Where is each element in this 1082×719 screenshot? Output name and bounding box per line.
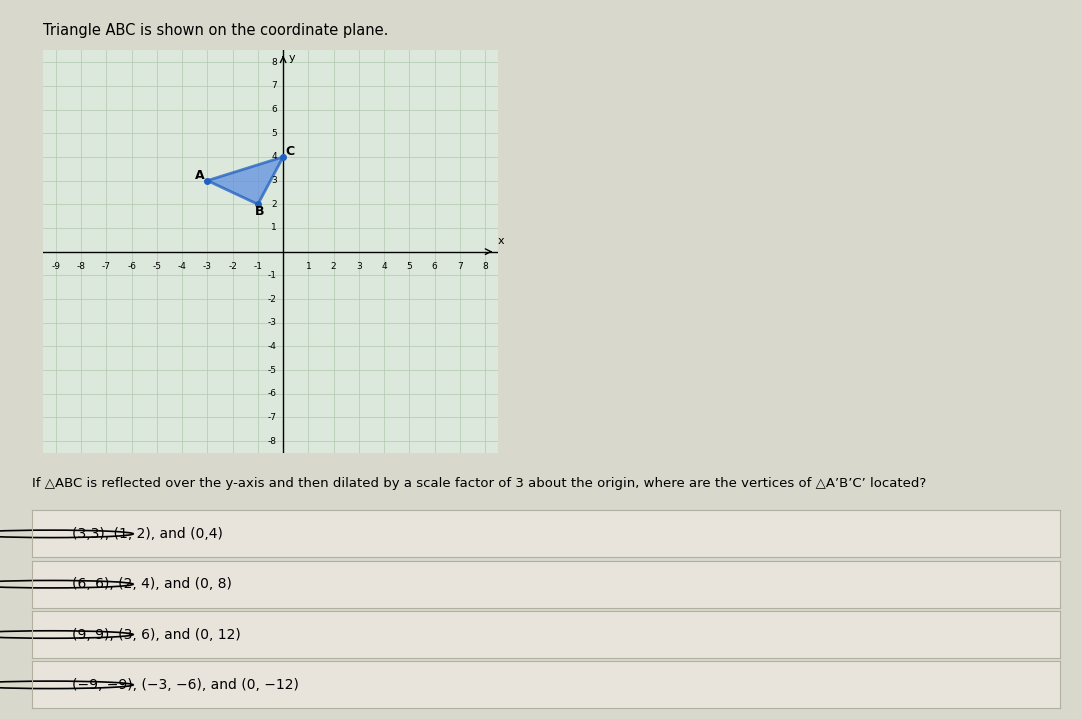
Text: -2: -2 — [268, 295, 277, 303]
Text: Triangle ABC is shown on the coordinate plane.: Triangle ABC is shown on the coordinate … — [43, 23, 388, 38]
Text: 6: 6 — [272, 105, 277, 114]
Text: 8: 8 — [483, 262, 488, 271]
Text: 5: 5 — [407, 262, 412, 271]
Text: -8: -8 — [77, 262, 85, 271]
Text: 2: 2 — [272, 200, 277, 209]
Text: 6: 6 — [432, 262, 437, 271]
Text: 3: 3 — [356, 262, 361, 271]
Text: (−9, −9), (−3, −6), and (0, −12): (−9, −9), (−3, −6), and (0, −12) — [71, 678, 299, 692]
Text: -9: -9 — [52, 262, 61, 271]
Text: -8: -8 — [268, 436, 277, 446]
Text: 1: 1 — [272, 224, 277, 232]
Text: -6: -6 — [128, 262, 136, 271]
Text: -1: -1 — [268, 271, 277, 280]
Text: -4: -4 — [177, 262, 186, 271]
Text: -1: -1 — [253, 262, 262, 271]
Text: (9, 9), (3, 6), and (0, 12): (9, 9), (3, 6), and (0, 12) — [71, 628, 240, 641]
Text: 4: 4 — [272, 152, 277, 161]
Text: 1: 1 — [305, 262, 312, 271]
Text: B: B — [255, 205, 265, 218]
Text: -6: -6 — [268, 389, 277, 398]
Text: If △ABC is reflected over the y-axis and then dilated by a scale factor of 3 abo: If △ABC is reflected over the y-axis and… — [32, 477, 926, 490]
Text: 7: 7 — [457, 262, 463, 271]
Text: -3: -3 — [203, 262, 212, 271]
Text: C: C — [286, 145, 294, 157]
Text: 5: 5 — [272, 129, 277, 138]
Text: -4: -4 — [268, 342, 277, 351]
Text: -7: -7 — [102, 262, 110, 271]
Text: 7: 7 — [272, 81, 277, 91]
Text: A: A — [195, 170, 204, 183]
Text: 4: 4 — [381, 262, 387, 271]
Text: x: x — [498, 236, 504, 246]
Text: -2: -2 — [228, 262, 237, 271]
Text: -7: -7 — [268, 413, 277, 422]
Text: -5: -5 — [153, 262, 161, 271]
Polygon shape — [208, 157, 283, 204]
Text: y: y — [288, 52, 294, 63]
Text: -5: -5 — [268, 365, 277, 375]
Text: (3,3), (1, 2), and (0,4): (3,3), (1, 2), and (0,4) — [71, 527, 223, 541]
Text: -3: -3 — [268, 319, 277, 327]
Text: 8: 8 — [272, 58, 277, 67]
Text: (6, 6), (2, 4), and (0, 8): (6, 6), (2, 4), and (0, 8) — [71, 577, 232, 591]
Text: 3: 3 — [272, 176, 277, 185]
Text: 2: 2 — [331, 262, 337, 271]
